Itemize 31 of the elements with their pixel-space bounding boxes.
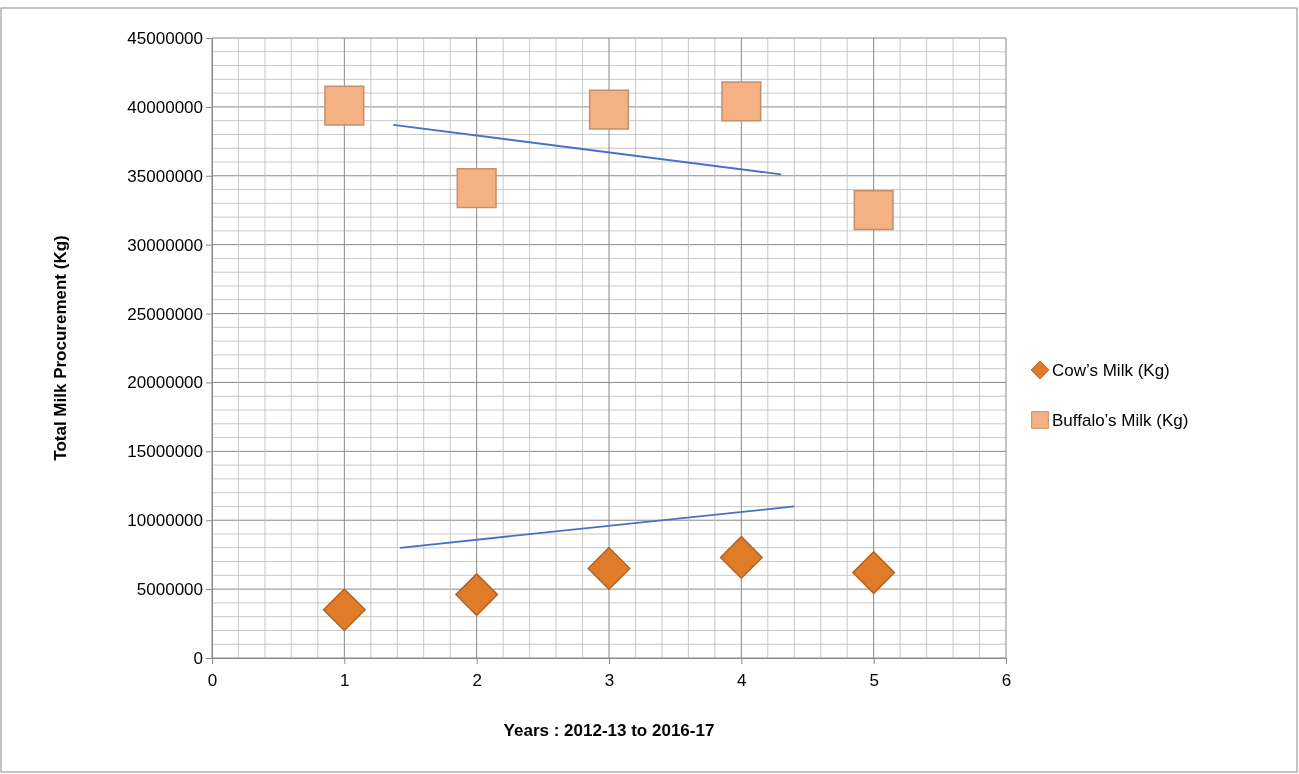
point	[719, 535, 763, 579]
y-tick-label: 20000000	[127, 373, 203, 393]
y-tick-label: 5000000	[136, 580, 203, 600]
point	[456, 168, 497, 209]
y-tick-label: 45000000	[127, 28, 203, 48]
x-tick-label: 6	[1001, 670, 1012, 690]
y-tick-label: 25000000	[127, 304, 203, 324]
x-tick-label: 4	[737, 670, 747, 690]
y-tick-label: 40000000	[127, 97, 203, 117]
point	[853, 190, 894, 231]
x-tick-label: 1	[340, 670, 350, 690]
y-axis-title: Total Milk Procurement (Kg)	[51, 235, 70, 461]
legend-label: Buffalo’s Milk (Kg)	[1052, 411, 1189, 430]
point	[852, 551, 896, 595]
point	[721, 81, 762, 122]
y-tick-label: 30000000	[127, 235, 203, 255]
y-tick-label: 15000000	[127, 442, 203, 462]
point	[324, 85, 365, 126]
legend-label: Cow’s Milk (Kg)	[1052, 361, 1170, 380]
x-tick-label: 2	[472, 670, 482, 690]
y-tick-label: 0	[193, 648, 203, 668]
x-tick-label: 5	[869, 670, 879, 690]
x-tick-label: 3	[604, 670, 615, 690]
y-tick-label: 10000000	[127, 511, 203, 531]
point	[455, 573, 499, 617]
point	[322, 588, 366, 632]
x-tick-label: 0	[207, 670, 218, 690]
point	[588, 89, 630, 130]
point	[587, 546, 631, 590]
x-axis-title: Years : 2012-13 to 2016-17	[503, 721, 715, 740]
y-tick-label: 35000000	[127, 166, 203, 186]
